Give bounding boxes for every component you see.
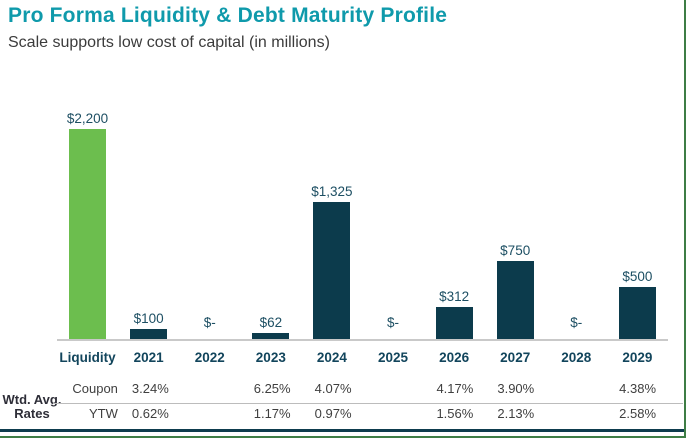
bar-2029 — [618, 287, 656, 339]
bar-value-label: $750 — [500, 243, 531, 258]
category-label-2025: 2025 — [377, 350, 409, 365]
bar-value-label: $100 — [133, 311, 164, 326]
bar-column-2028: $- — [546, 111, 607, 339]
category-label-2024: 2024 — [316, 350, 347, 365]
bar-value-label: $- — [203, 315, 216, 330]
page-subtitle: Scale supports low cost of capital (in m… — [8, 34, 330, 51]
rate-cell-2028 — [546, 406, 607, 421]
rate-cell-2029: 4.38% — [619, 381, 657, 396]
table-separator-line — [53, 403, 683, 404]
x-axis-category-labels: Liquidity 2021 2022 2023 2024 2025 2026 2027 202… — [57, 350, 668, 365]
rate-cell-2026: 4.17% — [436, 381, 474, 396]
category-label-2029: 2029 — [622, 350, 653, 365]
bar-2027 — [496, 261, 534, 339]
bar-value-label: $- — [570, 315, 583, 330]
rate-cell-2025 — [364, 406, 425, 421]
bar-value-label: $1,325 — [311, 184, 353, 199]
table-bottom-rule — [0, 429, 684, 432]
category-label-2028: 2028 — [561, 350, 592, 365]
bar-2021 — [130, 329, 168, 339]
ytw-rate-row: YTW 0.62% 1.17% 0.97% 1.56% 2.13% 2.58% — [57, 406, 668, 421]
bar-value-label: $62 — [259, 315, 283, 330]
rate-cell-2026: 1.56% — [436, 406, 474, 421]
category-label-2023: 2023 — [255, 350, 286, 365]
bar-liquidity — [69, 129, 107, 339]
category-label-2022: 2022 — [194, 350, 225, 365]
rates-row-header: Wtd. Avg. Rates — [2, 392, 62, 421]
rate-row-label: YTW — [89, 406, 118, 421]
category-label-2026: 2026 — [439, 350, 470, 365]
bar-value-label: $- — [387, 315, 400, 330]
rate-cell-2024: 0.97% — [314, 406, 352, 421]
bar-column-2022: $- — [179, 111, 240, 339]
rate-cell-2027: 3.90% — [497, 381, 535, 396]
bar-value-label: $500 — [622, 269, 653, 284]
bar-column-2027: $750 — [485, 111, 546, 339]
rate-cell-2023: 6.25% — [253, 381, 291, 396]
rate-row-label: Coupon — [72, 381, 118, 396]
page-title: Pro Forma Liquidity & Debt Maturity Prof… — [8, 4, 448, 27]
rate-cell-2029: 2.58% — [619, 406, 657, 421]
bar-column-liquidity: $2,200 — [57, 111, 118, 339]
bar-column-2024: $1,325 — [301, 111, 362, 339]
category-label-2027: 2027 — [500, 350, 531, 365]
rate-cell-2023: 1.17% — [253, 406, 291, 421]
category-label-2021: 2021 — [133, 350, 164, 365]
bar-value-label: $2,200 — [66, 111, 109, 126]
rate-cell-2021: 0.62% — [131, 406, 169, 421]
rate-cell-2022 — [181, 381, 242, 396]
bar-chart-plot-area: $2,200 $100 $- $62 $1,325 $- $312 $750 $- $500 — [57, 111, 668, 341]
rate-cell-2024: 4.07% — [314, 381, 352, 396]
category-label-liquidity: Liquidity — [59, 350, 116, 365]
rate-cell-2028 — [546, 381, 607, 396]
rate-cell-2021: 3.24% — [131, 381, 169, 396]
rate-cell-2025 — [364, 381, 425, 396]
coupon-rate-row: Coupon 3.24% 6.25% 4.07% 4.17% 3.90% 4.38% — [57, 381, 668, 396]
bar-2024 — [313, 202, 351, 339]
bar-2026 — [435, 307, 473, 339]
bar-column-2023: $62 — [240, 111, 301, 339]
bar-column-2021: $100 — [118, 111, 179, 339]
bar-value-label: $312 — [439, 289, 470, 304]
bar-column-2026: $312 — [424, 111, 485, 339]
bar-column-2029: $500 — [607, 111, 668, 339]
rate-cell-2027: 2.13% — [497, 406, 535, 421]
bar-2023 — [252, 333, 290, 339]
rate-cell-2022 — [181, 406, 242, 421]
bar-column-2025: $- — [362, 111, 423, 339]
